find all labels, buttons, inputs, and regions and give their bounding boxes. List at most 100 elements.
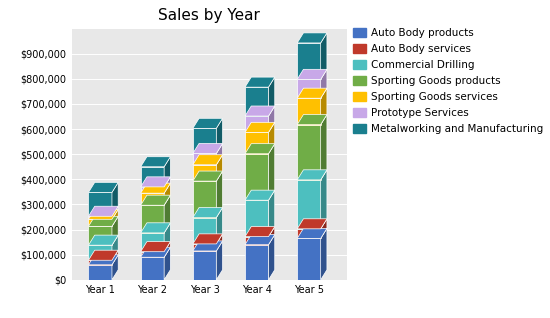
Polygon shape [297, 125, 321, 180]
Polygon shape [321, 33, 327, 80]
Polygon shape [268, 190, 275, 237]
Polygon shape [245, 200, 268, 237]
Polygon shape [164, 247, 170, 280]
Polygon shape [216, 207, 223, 244]
Polygon shape [216, 171, 223, 218]
Polygon shape [297, 80, 321, 98]
Polygon shape [245, 235, 275, 245]
Polygon shape [297, 88, 327, 98]
Polygon shape [141, 257, 164, 280]
Polygon shape [245, 227, 275, 237]
Polygon shape [141, 157, 170, 167]
Polygon shape [112, 216, 118, 245]
Polygon shape [141, 195, 170, 205]
Polygon shape [245, 77, 275, 87]
Polygon shape [268, 77, 275, 116]
Polygon shape [297, 69, 327, 80]
Polygon shape [245, 106, 275, 116]
Polygon shape [193, 241, 223, 251]
Polygon shape [141, 242, 170, 252]
Polygon shape [321, 228, 327, 280]
Polygon shape [112, 182, 118, 216]
Polygon shape [297, 43, 321, 80]
Polygon shape [193, 118, 223, 128]
Polygon shape [245, 87, 268, 116]
Polygon shape [193, 234, 223, 244]
Polygon shape [89, 192, 112, 216]
Polygon shape [297, 98, 321, 125]
Polygon shape [164, 157, 170, 187]
Polygon shape [89, 260, 112, 265]
Polygon shape [297, 238, 321, 280]
Polygon shape [141, 233, 164, 252]
Polygon shape [89, 245, 112, 260]
Polygon shape [112, 250, 118, 265]
Polygon shape [297, 33, 327, 43]
Polygon shape [141, 205, 164, 233]
Polygon shape [112, 209, 118, 226]
Polygon shape [245, 122, 275, 132]
Polygon shape [141, 193, 164, 205]
Polygon shape [141, 187, 164, 193]
Polygon shape [193, 207, 223, 218]
Polygon shape [245, 144, 275, 154]
Polygon shape [89, 250, 118, 260]
Polygon shape [321, 69, 327, 98]
Legend: Auto Body products, Auto Body services, Commercial Drilling, Sporting Goods prod: Auto Body products, Auto Body services, … [349, 24, 548, 138]
Polygon shape [216, 118, 223, 154]
Polygon shape [268, 227, 275, 245]
Polygon shape [297, 114, 327, 125]
Polygon shape [245, 190, 275, 200]
Polygon shape [193, 128, 216, 154]
Polygon shape [321, 88, 327, 125]
Polygon shape [216, 143, 223, 165]
Polygon shape [245, 237, 268, 245]
Polygon shape [164, 195, 170, 233]
Polygon shape [193, 244, 216, 251]
Polygon shape [297, 229, 321, 238]
Polygon shape [193, 171, 223, 181]
Polygon shape [141, 247, 170, 257]
Polygon shape [321, 170, 327, 229]
Polygon shape [164, 223, 170, 252]
Polygon shape [321, 114, 327, 180]
Polygon shape [193, 251, 216, 280]
Polygon shape [216, 241, 223, 280]
Polygon shape [89, 209, 118, 219]
Title: Sales by Year: Sales by Year [158, 8, 260, 23]
Polygon shape [216, 234, 223, 251]
Polygon shape [268, 106, 275, 132]
Polygon shape [193, 165, 216, 181]
Polygon shape [112, 255, 118, 280]
Polygon shape [89, 219, 112, 226]
Polygon shape [89, 216, 112, 219]
Polygon shape [164, 177, 170, 193]
Polygon shape [89, 235, 118, 245]
Polygon shape [89, 226, 112, 245]
Polygon shape [193, 155, 223, 165]
Polygon shape [112, 235, 118, 260]
Polygon shape [164, 242, 170, 257]
Polygon shape [89, 255, 118, 265]
Polygon shape [141, 167, 164, 187]
Polygon shape [141, 252, 164, 257]
Polygon shape [245, 132, 268, 154]
Polygon shape [112, 206, 118, 219]
Polygon shape [141, 183, 170, 193]
Polygon shape [164, 183, 170, 205]
Polygon shape [321, 219, 327, 238]
Polygon shape [297, 180, 321, 229]
Polygon shape [193, 143, 223, 154]
Polygon shape [245, 245, 268, 280]
Polygon shape [141, 177, 170, 187]
Polygon shape [245, 116, 268, 132]
Polygon shape [297, 228, 327, 238]
Polygon shape [268, 122, 275, 154]
Polygon shape [245, 154, 268, 200]
Polygon shape [89, 265, 112, 280]
Polygon shape [193, 154, 216, 165]
Polygon shape [89, 206, 118, 216]
Polygon shape [216, 155, 223, 181]
Polygon shape [141, 223, 170, 233]
Polygon shape [89, 216, 118, 226]
